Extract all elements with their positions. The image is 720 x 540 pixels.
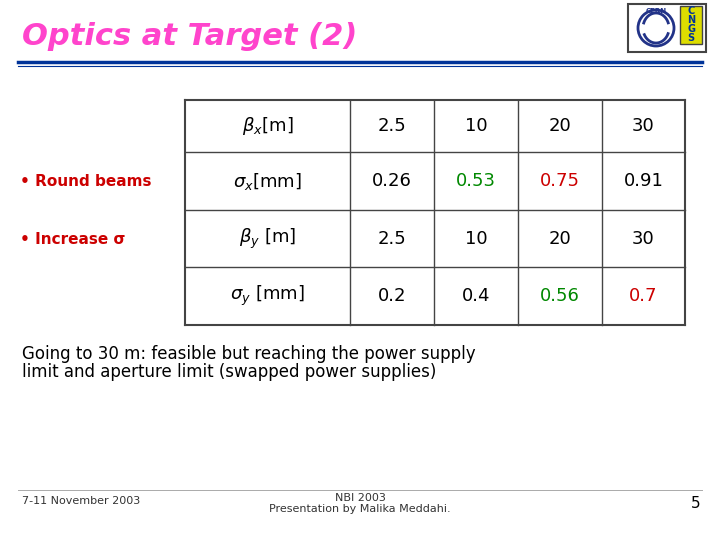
Text: C: C [688, 6, 695, 16]
Text: • Increase σ: • Increase σ [20, 233, 125, 247]
Text: 30: 30 [632, 230, 655, 247]
Text: $\beta_y$ [m]: $\beta_y$ [m] [239, 226, 296, 251]
Text: 2.5: 2.5 [377, 230, 406, 247]
Text: $\beta_x$[m]: $\beta_x$[m] [242, 115, 293, 137]
Text: 0.4: 0.4 [462, 287, 490, 305]
Text: 20: 20 [549, 230, 572, 247]
Text: 10: 10 [464, 117, 487, 135]
Text: 7-11 November 2003: 7-11 November 2003 [22, 496, 140, 506]
Text: 10: 10 [464, 230, 487, 247]
Text: 5: 5 [690, 496, 700, 511]
Text: Going to 30 m: feasible but reaching the power supply: Going to 30 m: feasible but reaching the… [22, 345, 476, 363]
Text: 0.53: 0.53 [456, 172, 496, 190]
Text: Optics at Target (2): Optics at Target (2) [22, 22, 357, 51]
Text: limit and aperture limit (swapped power supplies): limit and aperture limit (swapped power … [22, 363, 436, 381]
Text: Presentation by Malika Meddahi.: Presentation by Malika Meddahi. [269, 504, 451, 514]
Text: 0.56: 0.56 [540, 287, 580, 305]
Text: 30: 30 [632, 117, 655, 135]
Text: • Round beams: • Round beams [20, 174, 151, 190]
Text: N: N [687, 15, 695, 25]
Text: G: G [687, 24, 695, 34]
Text: 20: 20 [549, 117, 572, 135]
Text: S: S [688, 33, 695, 43]
FancyBboxPatch shape [185, 100, 685, 325]
Text: 0.91: 0.91 [624, 172, 663, 190]
Text: 0.75: 0.75 [540, 172, 580, 190]
Text: CERN: CERN [645, 8, 667, 14]
Text: 2.5: 2.5 [377, 117, 406, 135]
FancyBboxPatch shape [680, 6, 702, 44]
Text: 0.26: 0.26 [372, 172, 412, 190]
Text: 0.2: 0.2 [378, 287, 406, 305]
Text: 0.7: 0.7 [629, 287, 658, 305]
FancyBboxPatch shape [628, 4, 706, 52]
Text: NBI 2003: NBI 2003 [335, 493, 385, 503]
Text: $\sigma_y$ [mm]: $\sigma_y$ [mm] [230, 284, 305, 308]
Text: $\sigma_x$[mm]: $\sigma_x$[mm] [233, 171, 302, 192]
